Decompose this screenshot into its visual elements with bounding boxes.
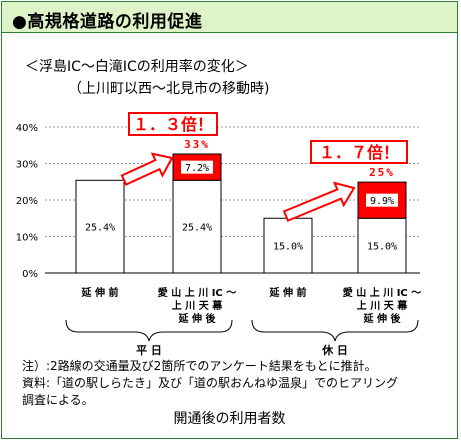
chart-subtitle: （上川町以西～北見市の移動時) [68,81,270,97]
group-bracket [251,319,419,342]
y-tick-label: 30% [16,160,38,171]
category-label: 愛 山 上 川 IC ～ [158,286,236,299]
note-line: 調査による。 [22,393,94,407]
bar-base [75,179,125,274]
y-tick-label: 10% [16,233,38,244]
multiplier-callout-box [310,140,408,164]
multiplier-callout: １．３倍！ [133,115,213,134]
bar-increase-label: 7.2% [185,163,209,174]
bar-value-label: 15.0% [273,242,303,253]
multiplier-callout: １．７倍！ [319,143,399,162]
growth-arrow [120,152,174,186]
bar-value-label: 25.4% [182,223,212,234]
bar-value-label: 25.4% [85,223,115,234]
category-label: 延 伸 後 [178,312,217,325]
category-label: 上 川 天 幕 [357,299,408,312]
category-label: 延 伸 前 [81,286,119,299]
y-tick-label: 20% [16,196,38,207]
bar-increase-label-box [181,160,213,174]
note-line: 注）:2路線の交通量及び2箇所でのアンケート結果をもとに推計。 [22,359,377,373]
bar-increase-label-box [366,193,398,207]
growth-arrow [282,181,356,222]
group-label: 平 日 [136,344,162,357]
bar-increase-label: 9.9% [370,196,394,207]
bar-value-label: 15.0% [367,242,397,253]
header-bar: ●高規格道路の利用促進 [2,2,457,33]
notes: 注）:2路線の交通量及び2箇所でのアンケート結果をもとに推計。 資料:「道の駅し… [22,358,398,409]
header-title: ●高規格道路の利用促進 [12,12,203,32]
category-label: 愛 山 上 川 IC ～ [343,286,421,299]
group-label: 休 日 [321,343,348,357]
category-label: 上 川 天 幕 [172,299,223,312]
group-bracket [65,319,233,342]
y-tick-label: 40% [16,123,38,134]
multiplier-callout-box [128,112,218,136]
note-line: 資料:「道の駅しらたき」及び「道の駅おんねゆ温泉」でのヒアリング [22,376,399,390]
category-label: 延 伸 後 [363,312,402,325]
bar-base [357,217,407,274]
bar-total-label: 33% [184,138,210,151]
bar-base [172,179,222,274]
bar-total-label: 25% [369,166,395,179]
category-label: 延 伸 前 [269,286,307,299]
chart-title: ＜浮島IC～白滝ICの利用率の変化＞ [25,59,249,75]
y-tick-label: 0% [22,269,38,280]
figure-caption: 開通後の利用者数 [173,411,286,427]
